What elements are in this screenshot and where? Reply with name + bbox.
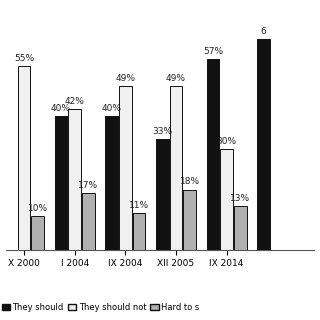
Text: 57%: 57% (203, 47, 223, 56)
Bar (119, 86, 132, 250)
Text: 30%: 30% (217, 137, 236, 146)
Bar (170, 86, 182, 250)
Bar (207, 60, 219, 250)
Bar (31, 216, 44, 250)
Text: 42%: 42% (65, 97, 85, 106)
Text: 6: 6 (260, 27, 266, 36)
Bar (234, 206, 246, 250)
Bar (68, 109, 81, 250)
Bar (220, 149, 233, 250)
Text: 49%: 49% (166, 74, 186, 83)
Text: 10%: 10% (28, 204, 48, 213)
Text: 49%: 49% (115, 74, 135, 83)
Bar (156, 140, 169, 250)
Bar (133, 213, 145, 250)
Text: 11%: 11% (129, 201, 149, 210)
Text: 55%: 55% (14, 54, 34, 63)
Text: 40%: 40% (102, 104, 122, 113)
Text: 18%: 18% (180, 177, 200, 186)
Bar (183, 189, 196, 250)
Text: 40%: 40% (51, 104, 71, 113)
Bar (18, 66, 30, 250)
Bar (105, 116, 118, 250)
Legend: They should, They should not, Hard to s: They should, They should not, Hard to s (0, 300, 203, 316)
Bar (257, 39, 270, 250)
Text: 17%: 17% (78, 180, 99, 189)
Bar (55, 116, 68, 250)
Text: 33%: 33% (152, 127, 172, 136)
Text: 13%: 13% (230, 194, 250, 203)
Bar (82, 193, 95, 250)
